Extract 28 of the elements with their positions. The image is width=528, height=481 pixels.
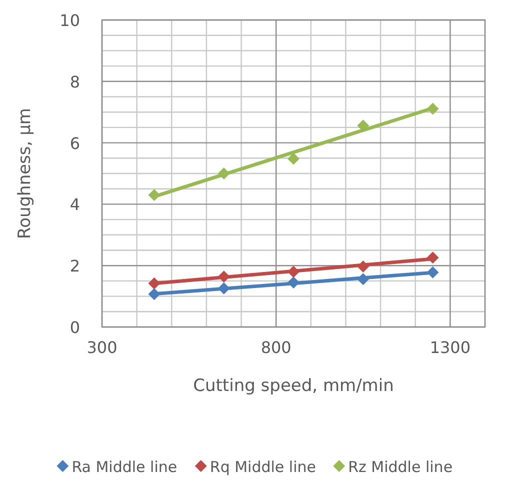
point bbox=[426, 252, 439, 264]
x-tick-label: 1300 bbox=[430, 338, 471, 357]
legend-label: Rz Middle line bbox=[348, 458, 453, 476]
x-tick-label: 300 bbox=[86, 338, 118, 357]
y-axis-title: Roughness, µm bbox=[15, 108, 35, 239]
point bbox=[357, 260, 370, 273]
y-tick-label: 2 bbox=[70, 256, 80, 276]
y-tick-label: 6 bbox=[70, 134, 80, 153]
y-tick-label: 4 bbox=[70, 195, 80, 214]
point bbox=[148, 188, 160, 201]
point bbox=[148, 277, 160, 290]
point bbox=[218, 282, 230, 294]
y-tick-label: 8 bbox=[70, 72, 80, 92]
point bbox=[426, 266, 439, 278]
x-tick-label: 800 bbox=[260, 338, 292, 357]
legend-label: Rq Middle line bbox=[210, 458, 316, 476]
point bbox=[357, 273, 370, 286]
point bbox=[218, 168, 230, 180]
point bbox=[288, 152, 300, 165]
point bbox=[148, 288, 160, 300]
point bbox=[218, 270, 230, 283]
point bbox=[288, 276, 300, 288]
y-tick-label: 0 bbox=[70, 318, 80, 337]
legend-label: Ra Middle line bbox=[72, 458, 178, 476]
y-tick-label: 10 bbox=[60, 11, 80, 30]
x-axis-title: Cutting speed, mm/min bbox=[193, 376, 394, 396]
point bbox=[288, 266, 300, 278]
point bbox=[426, 102, 439, 115]
